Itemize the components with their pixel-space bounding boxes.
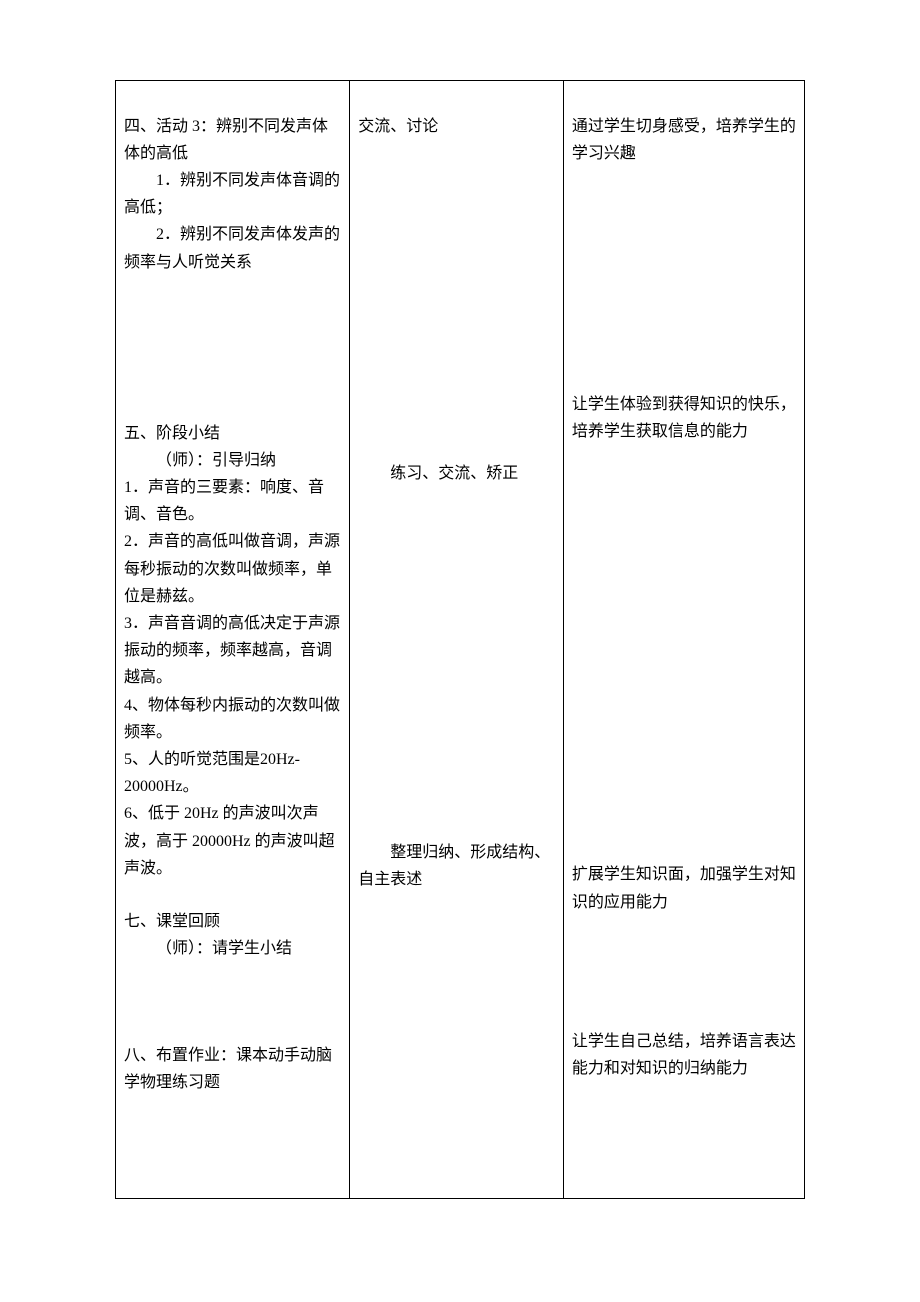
cell-student-activity: 交流、讨论 练习、交流、矫正 整理归纳、形成结构、自主表述 [350,81,564,1199]
section-5-point-6: 6、低于 20Hz 的声波叫次声波，高于 20000Hz 的声波叫超声波。 [124,805,335,876]
cell-purpose: 通过学生切身感受，培养学生的学习兴趣 让学生体验到获得知识的快乐，培养学生获取信… [563,81,804,1199]
section-8-title: 八、布置作业：课本动手动脑学物理练习题 [124,1047,332,1091]
section-4-item-1: 1．辨别不同发声体音调的高低； [124,167,341,221]
section-5-point-4: 4、物体每秒内振动的次数叫做频率。 [124,697,340,741]
section-5-point-1: 1．声音的三要素：响度、音调、音色。 [124,479,324,523]
student-activity-3: 整理归纳、形成结构、自主表述 [358,844,550,888]
student-activity-2: 练习、交流、矫正 [390,465,518,482]
section-4-title: 四、活动 3：辨别不同发声体体的高低 [124,118,328,162]
table-row: 四、活动 3：辨别不同发声体体的高低 1．辨别不同发声体音调的高低； 2．辨别不… [116,81,805,1199]
section-5-point-2: 2．声音的高低叫做音调，声源每秒振动的次数叫做频率，单位是赫兹。 [124,533,340,604]
section-5-point-5: 5、人的听觉范围是20Hz-20000Hz。 [124,751,300,795]
cell-teacher-activity: 四、活动 3：辨别不同发声体体的高低 1．辨别不同发声体音调的高低； 2．辨别不… [116,81,350,1199]
section-4-item-2: 2．辨别不同发声体发声的频率与人听觉关系 [124,221,341,275]
lesson-plan-table: 四、活动 3：辨别不同发声体体的高低 1．辨别不同发声体音调的高低； 2．辨别不… [115,80,805,1199]
purpose-1: 通过学生切身感受，培养学生的学习兴趣 [572,118,796,162]
section-5-point-3: 3．声音音调的高低决定于声源振动的频率，频率越高，音调越高。 [124,615,340,686]
document-page: 四、活动 3：辨别不同发声体体的高低 1．辨别不同发声体音调的高低； 2．辨别不… [0,0,920,1259]
purpose-4: 让学生自己总结，培养语言表达能力和对知识的归纳能力 [572,1033,796,1077]
purpose-2: 让学生体验到获得知识的快乐，培养学生获取信息的能力 [572,396,796,440]
purpose-3: 扩展学生知识面，加强学生对知识的应用能力 [572,866,796,910]
section-7-lead: （师）：请学生小结 [124,935,341,962]
section-5-title: 五、阶段小结 [124,425,220,442]
section-7-title: 七、课堂回顾 [124,913,220,930]
student-activity-1: 交流、讨论 [358,118,438,135]
section-5-lead: （师）：引导归纳 [124,447,341,474]
